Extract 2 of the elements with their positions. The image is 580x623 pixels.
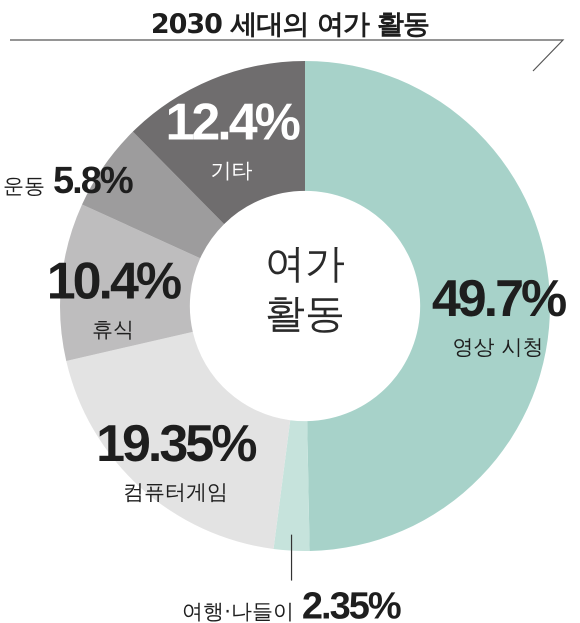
title: 2030 세대의 여가 활동: [150, 9, 430, 40]
annotation: 여가 활동: [265, 241, 345, 337]
